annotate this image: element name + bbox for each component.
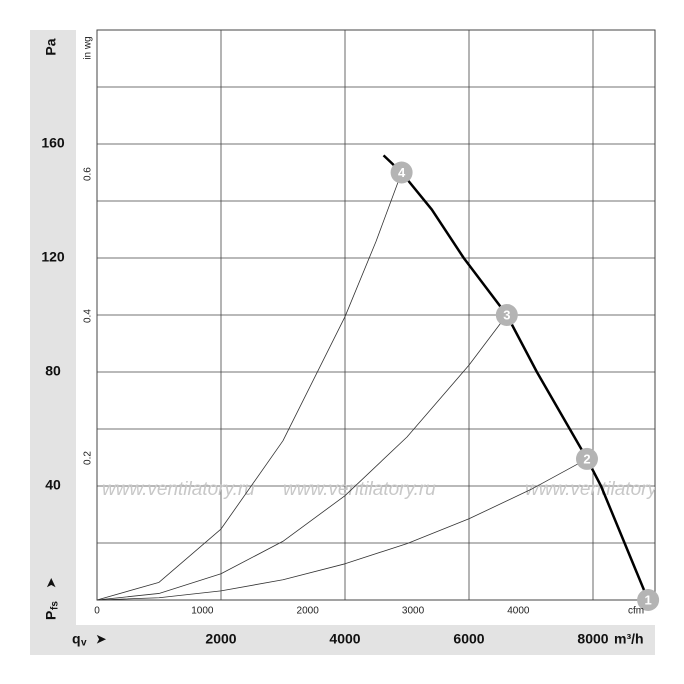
- system-curve: [96, 172, 402, 601]
- x2-tick-label: 4000: [507, 606, 530, 617]
- x2-tick-label: 1000: [191, 606, 214, 617]
- operating-point-label: 3: [503, 307, 510, 322]
- x2-tick-label: 3000: [402, 606, 425, 617]
- y2-tick-label: 0.2: [83, 451, 94, 465]
- y-label: Pa: [43, 38, 59, 55]
- x-tick-label: 8000: [577, 631, 608, 647]
- x2-tick-label: 2000: [297, 606, 320, 617]
- operating-point: [575, 447, 598, 470]
- watermarks: www.ventilatory.ru www.ventilatory.ru www.…: [102, 479, 678, 500]
- y2-tick-label: 0.6: [83, 167, 94, 181]
- bottom-band: [30, 625, 655, 655]
- x-symbol-sub: v: [81, 638, 87, 649]
- grid: [96, 29, 656, 601]
- operating-point-label: 4: [398, 165, 406, 180]
- x2-unit: cfm: [628, 606, 644, 617]
- x2-tick-label: 0: [94, 606, 100, 617]
- operating-point: [495, 304, 518, 326]
- operating-point-label: 2: [583, 451, 590, 466]
- x-tick-label: 6000: [453, 631, 484, 647]
- watermark: www.ventilatory.ru: [283, 479, 436, 500]
- left-band: [30, 30, 76, 655]
- watermark: www.ventilatory.ru: [525, 479, 678, 500]
- fan-curve: [382, 154, 650, 601]
- watermark: www.ventilatory.ru: [102, 479, 255, 500]
- y-tick-label: 120: [41, 249, 65, 265]
- y-tick-label: 160: [41, 135, 65, 151]
- x-tick-label: 4000: [329, 631, 360, 647]
- curves: 1 2 3 4: [96, 154, 660, 611]
- y-symbol-letter: P: [43, 611, 59, 620]
- labels: Pa in wg P fs ➤ q v ➤ m³/h cfm 408012016…: [41, 36, 644, 648]
- operating-point-label: 1: [645, 592, 652, 607]
- y2-tick-label: 0.4: [83, 309, 94, 323]
- y-symbol-sub: fs: [50, 601, 61, 610]
- y2-label: in wg: [83, 36, 94, 59]
- system-curve: [96, 314, 508, 601]
- x-tick-label: 2000: [205, 631, 236, 647]
- x-symbol: q: [72, 631, 81, 647]
- y-tick-label: 40: [45, 477, 61, 493]
- y-arrow: ➤: [44, 577, 58, 588]
- operating-point: [390, 161, 413, 184]
- x-arrow: ➤: [96, 632, 107, 646]
- operating-point: [637, 589, 660, 611]
- y-tick-label: 80: [45, 363, 61, 379]
- x-unit: m³/h: [614, 631, 644, 647]
- system-curve: [96, 458, 588, 601]
- y-symbol: P fs ➤: [43, 577, 61, 620]
